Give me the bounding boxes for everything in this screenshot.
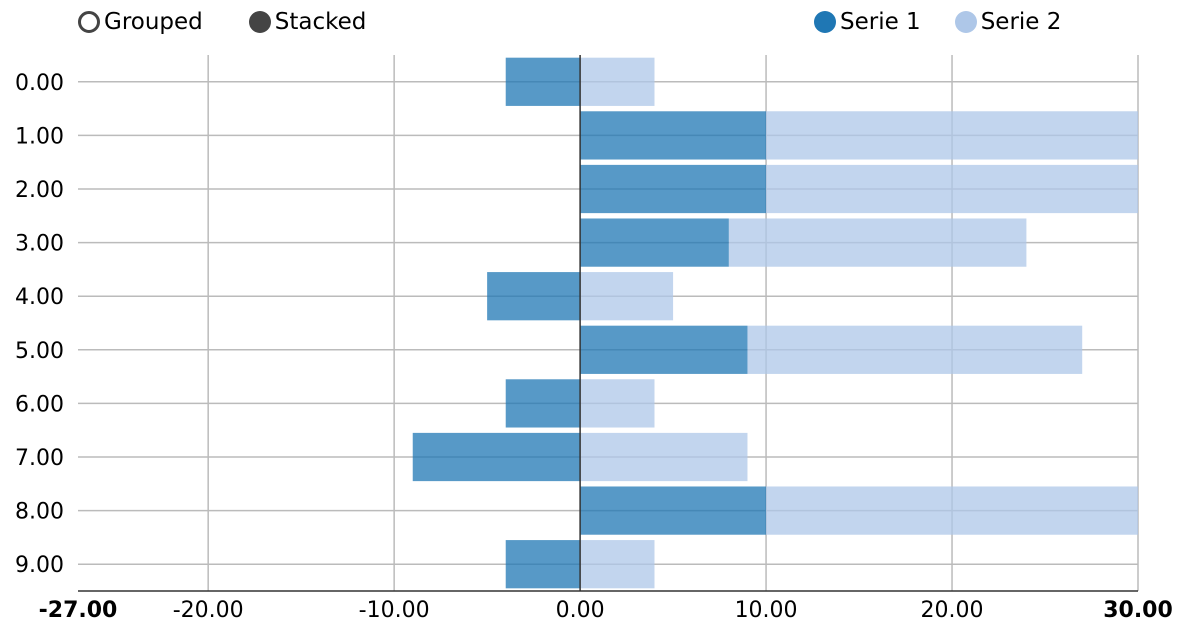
- legend-item-serie-1[interactable]: Serie 1: [814, 6, 921, 38]
- x-tick-label: -27.00: [39, 598, 118, 622]
- grouped-toggle[interactable]: Grouped: [78, 6, 203, 38]
- legend-swatch-icon: [954, 11, 977, 33]
- y-tick-label: 5.00: [15, 339, 64, 364]
- y-tick-label: 4.00: [15, 285, 64, 310]
- grouped-label: Grouped: [104, 9, 203, 35]
- grouped-radio-icon: [78, 11, 100, 33]
- bar: [580, 111, 767, 160]
- bar: [580, 272, 674, 321]
- y-tick-label: 1.00: [15, 124, 64, 149]
- bar: [412, 432, 581, 482]
- bar: [505, 540, 581, 589]
- bar: [747, 325, 1083, 374]
- bar: [580, 379, 655, 428]
- bar: [580, 57, 655, 106]
- bar: [766, 486, 1138, 535]
- legend-label: Serie 1: [840, 9, 921, 35]
- legend-label: Serie 2: [980, 9, 1062, 35]
- y-tick-label: 7.00: [15, 446, 64, 471]
- y-tick-label: 6.00: [15, 392, 64, 417]
- bar: [487, 272, 581, 321]
- chart-controls: Grouped Stacked: [78, 6, 412, 38]
- bar: [580, 325, 748, 374]
- legend-item-serie-2[interactable]: Serie 2: [954, 6, 1062, 38]
- bar: [766, 164, 1138, 214]
- bar: [728, 218, 1027, 267]
- bar: [505, 57, 581, 106]
- bar: [580, 218, 729, 267]
- stacked-toggle[interactable]: Stacked: [248, 6, 367, 38]
- y-tick-label: 9.00: [15, 553, 64, 578]
- y-tick-label: 0.00: [15, 71, 64, 96]
- x-tick-label: -10.00: [359, 598, 430, 622]
- legend: Serie 1 Serie 2: [814, 6, 1095, 38]
- bar: [766, 111, 1138, 160]
- bar: [580, 164, 767, 214]
- x-tick-label: -20.00: [173, 598, 244, 622]
- x-tick-label: 0.00: [556, 598, 605, 622]
- stacked-radio-icon: [248, 11, 271, 33]
- bar: [580, 486, 767, 535]
- x-tick-label: 10.00: [735, 598, 798, 622]
- x-tick-label: 30.00: [1103, 598, 1173, 622]
- y-tick-label: 8.00: [15, 500, 64, 525]
- x-tick-label: 20.00: [921, 598, 984, 622]
- y-tick-label: 3.00: [15, 232, 64, 257]
- bar: [505, 379, 581, 428]
- stacked-label: Stacked: [274, 9, 367, 35]
- bar: [580, 432, 748, 482]
- y-tick-label: 2.00: [15, 178, 64, 203]
- bar: [580, 540, 655, 589]
- legend-swatch-icon: [814, 11, 836, 33]
